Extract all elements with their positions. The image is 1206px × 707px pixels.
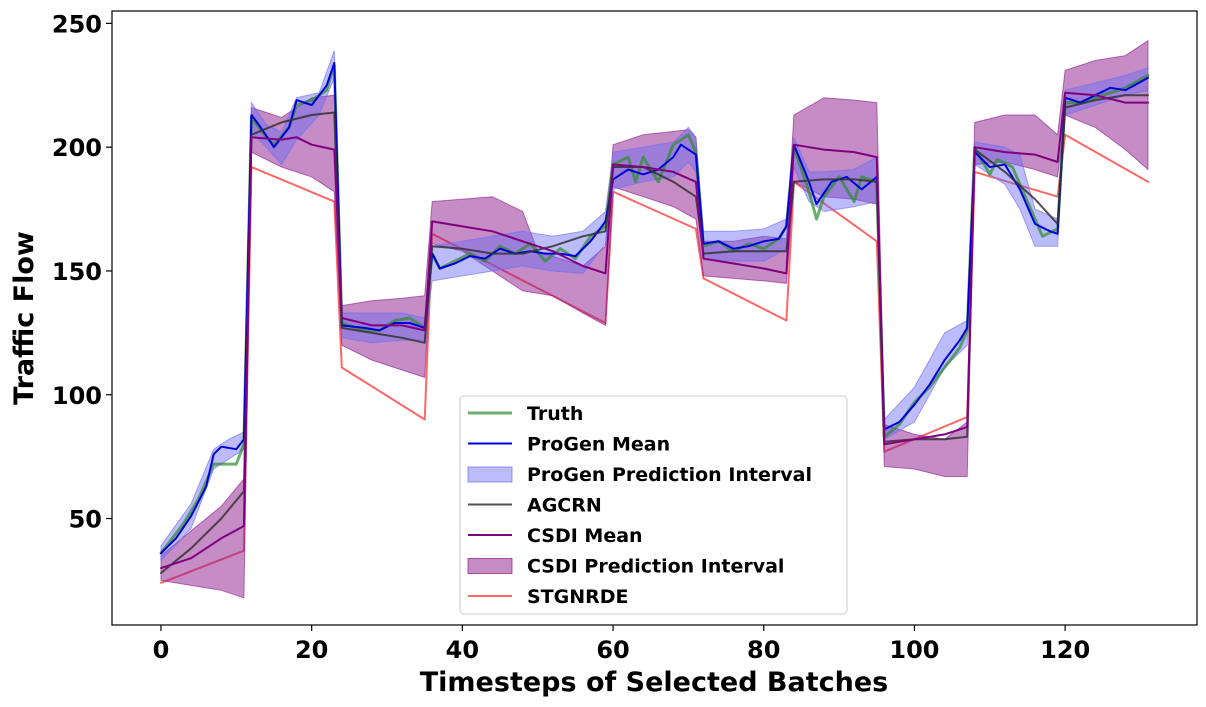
legend: Truth ProGen Mean ProGen Prediction Interv… <box>459 395 848 615</box>
y-tick-label: 50 <box>69 506 102 534</box>
x-axis: 0 20 40 60 80 100 120 <box>153 625 1090 664</box>
y-axis: 50 100 150 200 250 <box>52 10 112 534</box>
legend-box <box>459 395 848 615</box>
x-tick-label: 0 <box>153 636 170 664</box>
legend-label-stgnrde: STGNRDE <box>527 586 629 608</box>
legend-swatch-progen-prediction-interval <box>467 466 513 483</box>
legend-label-csdi-prediction-interval: CSDI Prediction Interval <box>527 556 784 578</box>
csdi-mean-line <box>160 91 1149 570</box>
series-layer <box>159 39 1150 599</box>
progen-prediction-interval-band <box>160 50 1149 562</box>
x-tick-label: 20 <box>295 636 328 664</box>
y-axis-label: Traffic Flow <box>9 231 40 405</box>
legend-label-agcrn: AGCRN <box>527 495 602 517</box>
legend-label-progen-prediction-interval: ProGen Prediction Interval <box>527 464 812 486</box>
plot-frame <box>111 10 1198 626</box>
x-tick-label: 40 <box>446 636 479 664</box>
legend-label-csdi-mean: CSDI Mean <box>527 525 643 547</box>
legend-swatch-csdi-prediction-interval <box>467 558 513 574</box>
x-tick-label: 80 <box>747 636 780 664</box>
progen-mean-line <box>160 62 1149 555</box>
x-tick-label: 120 <box>1040 636 1090 664</box>
x-axis-label: Timesteps of Selected Batches <box>420 667 889 698</box>
y-tick-label: 100 <box>52 382 102 410</box>
y-tick-label: 200 <box>52 134 102 162</box>
legend-label-truth: Truth <box>527 403 583 425</box>
y-tick-label: 150 <box>52 258 102 286</box>
legend-label-progen-mean: ProGen Mean <box>527 434 670 456</box>
y-tick-label: 250 <box>52 10 102 38</box>
x-tick-label: 60 <box>596 636 629 664</box>
x-tick-label: 100 <box>889 636 939 664</box>
